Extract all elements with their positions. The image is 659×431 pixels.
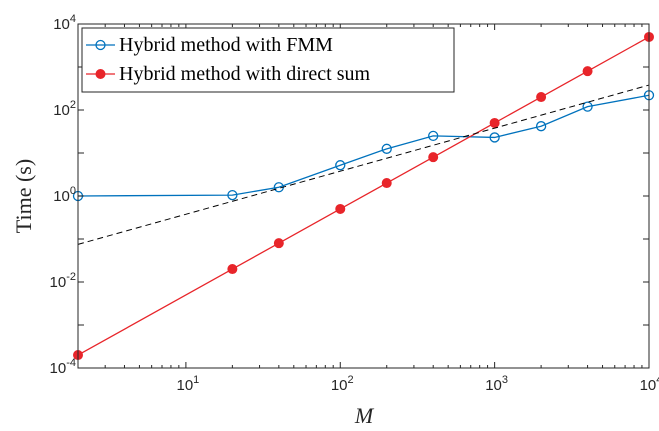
data-point-s1-7	[536, 92, 547, 103]
data-point-s0-6	[489, 132, 500, 143]
x-tick-label-2: 103	[485, 374, 508, 394]
data-point-s0-1	[227, 189, 238, 201]
series-line-0	[77, 94, 650, 197]
x-tick-label-0: 101	[176, 374, 199, 394]
y-tick-label-0: 10-4	[50, 357, 76, 377]
data-point-s0-7	[535, 121, 547, 132]
data-point-s1-2	[273, 238, 284, 249]
data-point-s1-6	[489, 117, 500, 128]
x-tick-label-1: 102	[331, 374, 354, 394]
y-tick-label-2: 100	[53, 185, 76, 205]
legend: Hybrid method with FMM Hybrid method wit…	[81, 27, 455, 93]
data-point-s1-1	[227, 264, 238, 275]
data-point-s0-4	[381, 143, 392, 154]
y-tick-label-3: 102	[53, 99, 76, 119]
data-point-s1-4	[381, 178, 392, 189]
y-axis-label: Time (s)	[11, 159, 36, 233]
data-point-s1-8	[582, 66, 593, 77]
legend-label-direct: Hybrid method with direct sum	[119, 63, 371, 85]
series-line-2	[77, 84, 650, 245]
legend-label-fmm: Hybrid method with FMM	[119, 34, 333, 56]
y-tick-label-1: 10-2	[50, 271, 76, 291]
y-tick-label-4: 104	[53, 13, 76, 33]
ticks-layer	[77, 23, 650, 369]
legend-box	[81, 27, 455, 93]
data-point-s1-3	[335, 203, 346, 214]
x-axis-label: M	[354, 403, 375, 428]
tick-labels-layer: 101 102 103 104 10-4 10-2 100 102 104	[50, 13, 659, 394]
data-point-s0-3	[335, 160, 346, 171]
legend-marker-direct	[95, 69, 106, 79]
data-point-s0-8	[582, 101, 593, 112]
x-tick-label-3: 104	[640, 374, 659, 394]
series-line-1	[77, 36, 650, 356]
legend-marker-fmm	[95, 39, 106, 51]
data-point-s1-5	[428, 152, 439, 163]
data-point-s0-5	[428, 130, 439, 142]
series-layer	[72, 31, 655, 361]
